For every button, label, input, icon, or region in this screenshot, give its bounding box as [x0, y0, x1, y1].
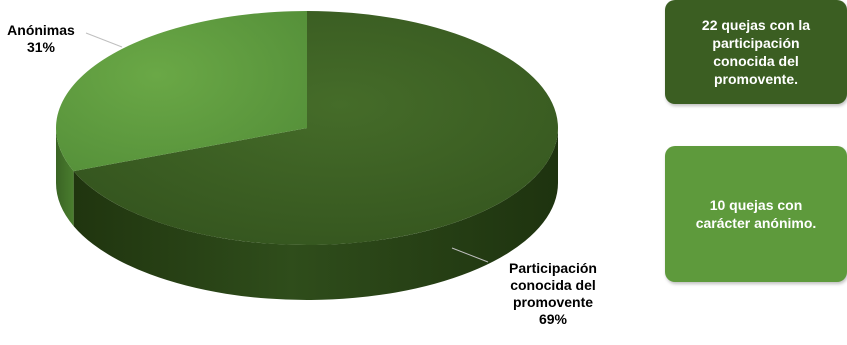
anon-slice-name: Anónimas — [7, 22, 75, 38]
anon-note-line1: 10 quejas con — [709, 197, 803, 213]
known-note-line4: promovente. — [713, 71, 798, 87]
anon-slice-percent: 31% — [26, 39, 56, 55]
anon-slice — [55, 11, 308, 172]
known-slice-label: Participación conocida del promovente 69… — [486, 260, 620, 328]
anon-leader-line — [85, 32, 123, 48]
known-leader-line — [451, 247, 489, 263]
known-slice-side — [73, 128, 558, 300]
known-slice-name-line1: Participación — [509, 260, 597, 276]
known-slice-name-line2: conocida del — [510, 277, 596, 293]
anon-note-line2: carácter anónimo. — [695, 215, 817, 231]
known-note-line2: participación — [712, 35, 800, 51]
known-slice-name-line3: promovente — [512, 294, 594, 310]
known-note-line1: 22 quejas con la — [701, 17, 811, 33]
known-complaints-note: 22 quejas con la participación conocida … — [665, 0, 847, 104]
known-note-line3: conocida del — [713, 53, 799, 69]
anon-slice-label: Anónimas 31% — [2, 22, 80, 56]
known-slice-percent: 69% — [538, 311, 568, 327]
known-slice — [73, 11, 559, 246]
anon-slice-side — [56, 128, 74, 227]
anonymous-complaints-note: 10 quejas con carácter anónimo. — [665, 146, 847, 282]
